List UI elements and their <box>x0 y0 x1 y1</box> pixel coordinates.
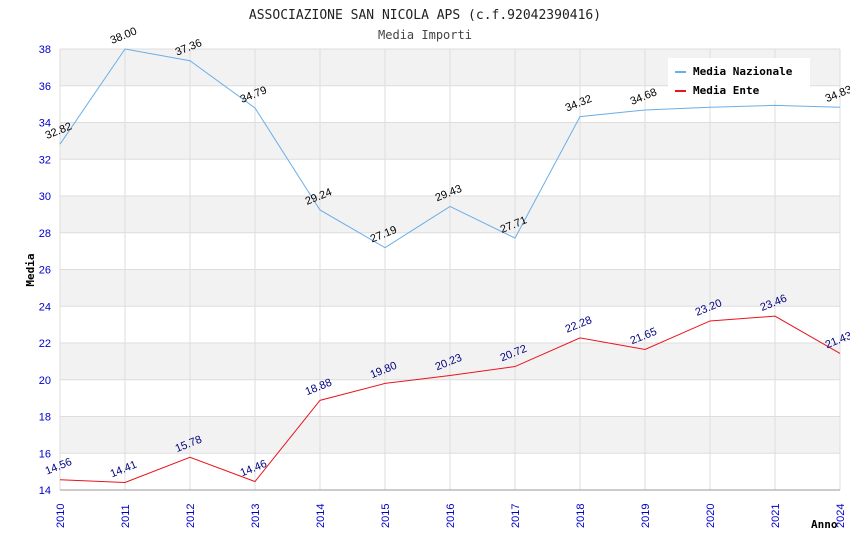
x-tick-label: 2018 <box>575 504 587 528</box>
chart-subtitle: Media Importi <box>378 28 472 42</box>
legend: Media Nazionale Media Ente <box>668 58 810 100</box>
y-tick-label: 18 <box>39 412 51 424</box>
series-line-nazionale <box>59 48 841 249</box>
series-line-ente <box>59 315 841 483</box>
x-tick-label: 2015 <box>380 504 392 528</box>
y-tick-label: 22 <box>39 338 51 350</box>
x-tick-label: 2011 <box>120 504 132 528</box>
x-axis-label: Anno <box>811 518 838 531</box>
data-label: 38.00 <box>109 25 139 46</box>
y-tick-label: 28 <box>39 228 51 240</box>
y-tick-label: 36 <box>39 81 51 93</box>
x-tick-label: 2020 <box>705 504 717 528</box>
x-tick-label: 2013 <box>250 504 262 528</box>
y-tick-label: 20 <box>39 375 51 387</box>
y-tick-label: 14 <box>39 485 51 497</box>
y-tick-label: 32 <box>39 154 51 166</box>
legend-box <box>668 58 810 100</box>
y-tick-label: 26 <box>39 265 51 277</box>
legend-label-nazionale: Media Nazionale <box>693 65 793 78</box>
y-axis-label: Media <box>24 253 37 286</box>
y-tick-label: 34 <box>39 118 51 130</box>
x-tick-label: 2019 <box>640 504 652 528</box>
legend-label-ente: Media Ente <box>693 84 760 97</box>
x-tick-label: 2024 <box>835 504 847 528</box>
x-tick-label: 2014 <box>315 504 327 528</box>
x-axis-ticks: 2010 2011 2012 2013 2014 2015 2016 2017 2018 2019… <box>55 504 847 528</box>
x-tick-label: 2012 <box>185 504 197 528</box>
x-tick-label: 2016 <box>445 504 457 528</box>
grid-lines <box>59 48 841 491</box>
x-tick-label: 2021 <box>770 504 782 528</box>
y-axis-ticks: 14 16 18 20 22 24 26 28 30 32 34 36 38 <box>39 44 51 497</box>
y-tick-label: 16 <box>39 448 51 460</box>
series-lines <box>59 48 841 483</box>
y-tick-label: 38 <box>39 44 51 56</box>
x-tick-label: 2010 <box>55 504 67 528</box>
chart-title: ASSOCIAZIONE SAN NICOLA APS (c.f.9204239… <box>249 8 601 23</box>
x-tick-label: 2017 <box>510 504 522 528</box>
y-tick-label: 24 <box>39 301 51 313</box>
y-tick-label: 30 <box>39 191 51 203</box>
